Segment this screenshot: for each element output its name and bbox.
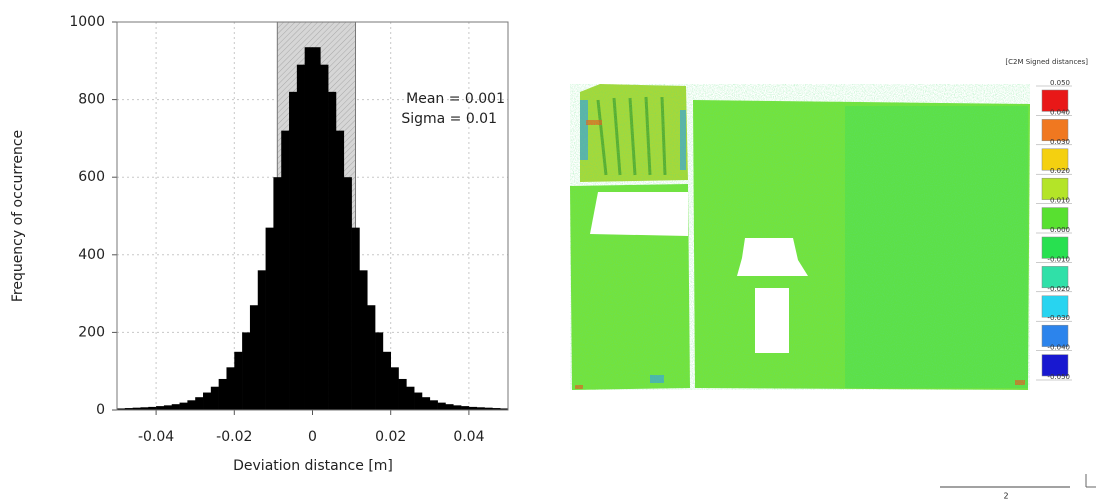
- annotation: Sigma = 0.01: [401, 111, 497, 127]
- x-tick-label: 0.02: [375, 429, 406, 445]
- bar: [430, 400, 438, 410]
- bar: [242, 332, 250, 410]
- bar: [164, 405, 172, 410]
- bar: [359, 270, 367, 410]
- bar: [422, 397, 430, 410]
- bar: [250, 305, 258, 410]
- bar: [258, 270, 266, 410]
- colorbar: 0.050 0.040 0.030 0.020 0.010 0.000 -0.010 -0.0…: [1036, 79, 1072, 381]
- colorbar-label: 0.020: [1050, 167, 1070, 175]
- bar: [453, 405, 461, 410]
- y-axis-title: Frequency of occurrence: [10, 130, 26, 302]
- histogram-plot: 0 200 400 600 800 1000 -0.04 -0.02 0 0.02 0.04: [69, 14, 508, 445]
- y-tick-label: 1000: [69, 14, 105, 30]
- bar: [289, 92, 297, 410]
- x-axis-title: Deviation distance [m]: [233, 458, 393, 474]
- bar: [313, 47, 321, 410]
- bar: [195, 397, 203, 410]
- bar: [461, 406, 469, 410]
- bar: [203, 393, 211, 410]
- bar: [297, 65, 305, 410]
- bar: [320, 65, 328, 410]
- colorbar-label: 0.000: [1050, 226, 1070, 234]
- colorbar-label: -0.020: [1047, 285, 1070, 293]
- bar: [383, 352, 391, 410]
- bar: [399, 379, 407, 410]
- bar: [281, 131, 289, 410]
- bar: [375, 332, 383, 410]
- bar: [352, 228, 360, 410]
- x-tick-label: 0: [308, 429, 317, 445]
- colorbar-label: -0.010: [1047, 255, 1070, 263]
- colorbar-label: -0.030: [1047, 314, 1070, 322]
- bar: [266, 228, 274, 410]
- bar: [328, 92, 336, 410]
- bar: [172, 404, 180, 410]
- bar: [273, 177, 281, 410]
- colorbar-label: -0.040: [1047, 344, 1070, 352]
- y-tick-label: 200: [78, 324, 105, 340]
- colorbar-label: 0.050: [1050, 79, 1070, 87]
- bar: [344, 177, 352, 410]
- bar: [226, 367, 234, 410]
- scale-bar-label: 2: [1003, 492, 1008, 501]
- bar: [219, 379, 227, 410]
- colorbar-title: [C2M Signed distances]: [1005, 58, 1088, 66]
- bar: [305, 47, 313, 410]
- y-tick-label: 800: [78, 92, 105, 108]
- bar: [406, 387, 414, 410]
- bar: [414, 393, 422, 410]
- bar: [367, 305, 375, 410]
- bar: [180, 403, 188, 410]
- bar: [234, 352, 242, 410]
- colorbar-label: 0.010: [1050, 197, 1070, 205]
- colorbar-label: 0.030: [1050, 138, 1070, 146]
- bar: [187, 400, 195, 410]
- bar: [391, 367, 399, 410]
- x-tick-label: 0.04: [453, 429, 484, 445]
- bar: [156, 406, 164, 410]
- x-tick-label: -0.04: [138, 429, 174, 445]
- bar: [336, 131, 344, 410]
- bar: [445, 404, 453, 410]
- figure: Frequency of occurrence Deviation distan…: [0, 0, 1098, 503]
- colorbar-label: -0.050: [1047, 373, 1070, 381]
- point-cloud: [570, 84, 1030, 390]
- x-tick-label: -0.02: [216, 429, 252, 445]
- bar: [438, 403, 446, 410]
- y-tick-label: 0: [96, 402, 105, 418]
- bar: [211, 387, 219, 410]
- annotation: Mean = 0.001: [406, 91, 505, 107]
- colorbar-label: 0.040: [1050, 108, 1070, 116]
- y-tick-label: 400: [78, 247, 105, 263]
- y-tick-label: 600: [78, 169, 105, 185]
